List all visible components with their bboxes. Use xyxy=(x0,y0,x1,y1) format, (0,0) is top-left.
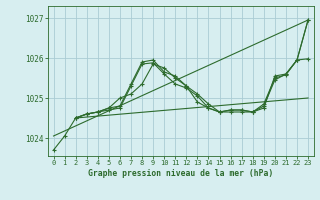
X-axis label: Graphe pression niveau de la mer (hPa): Graphe pression niveau de la mer (hPa) xyxy=(88,169,273,178)
